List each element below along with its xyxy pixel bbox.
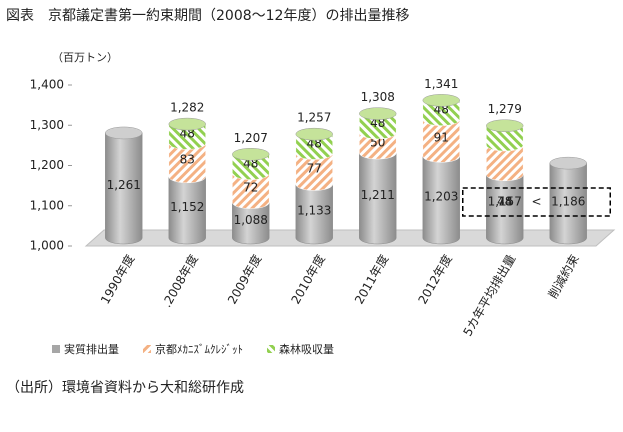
legend-label: 実質排出量 <box>64 342 119 356</box>
legend-swatch <box>267 345 275 353</box>
cylinder-top <box>486 119 524 132</box>
legend-swatch <box>52 345 60 353</box>
bar-segment <box>359 113 397 140</box>
bar-segment <box>486 174 524 245</box>
data-label: 1,133 <box>297 204 331 218</box>
x-tick-label: .2008年度 <box>159 252 201 310</box>
floor <box>84 229 616 247</box>
legend-label: 森林吸収量 <box>279 342 334 356</box>
comparison-sign: < <box>531 195 541 209</box>
data-label: 1,261 <box>107 178 141 192</box>
bar-segment <box>422 156 460 245</box>
bar-segment <box>295 133 333 160</box>
bar-segment <box>168 143 206 184</box>
total-label: 1,282 <box>170 101 204 115</box>
bar-segment <box>486 144 524 182</box>
cylinder-top <box>422 94 460 107</box>
data-label: 1,088 <box>234 213 268 227</box>
bar-segment <box>295 153 333 191</box>
total-label: 1,279 <box>488 102 522 116</box>
cylinder-top <box>168 117 206 131</box>
total-label: 1,308 <box>361 90 395 104</box>
total-label: 1,341 <box>424 77 458 91</box>
bar-segment <box>486 125 524 152</box>
bar-segment <box>232 202 270 245</box>
bar-segment <box>232 173 270 209</box>
cylinder-top <box>232 148 270 161</box>
bar-segment <box>359 152 397 245</box>
legend-label: 京都ﾒｶﾆｽﾞﾑｸﾚｼﾞｯﾄ <box>155 342 243 356</box>
x-tick-label: 2010年度 <box>288 252 328 307</box>
bar-segment <box>168 123 206 150</box>
x-tick-label: 1990年度 <box>97 252 137 307</box>
legend-swatch <box>143 345 151 353</box>
x-tick-label: 5カ年平均排出量 <box>460 252 518 338</box>
y-tick-label: 1,000 <box>30 239 64 253</box>
bar-segment <box>422 119 460 163</box>
y-axis-label: （百万トン） <box>52 51 118 64</box>
comparison-box <box>462 187 611 217</box>
total-label: 1,207 <box>234 131 268 145</box>
y-tick-label: 1,400 <box>30 78 64 92</box>
data-label: 77 <box>307 161 322 175</box>
source-note: （出所）環境省資料から大和総研作成 <box>6 380 244 396</box>
cylinder-top <box>105 126 143 140</box>
bar-segment <box>359 132 397 160</box>
data-label: 1,211 <box>361 188 395 202</box>
chart-title: 図表 京都議定書第一約束期間（2008～12年度）の排出量推移 <box>6 7 409 24</box>
bar-segment <box>105 132 143 245</box>
x-tick-label: 2009年度 <box>224 252 264 307</box>
data-label: 74 <box>497 195 512 209</box>
cylinder-top <box>549 156 587 170</box>
data-label: 83 <box>180 153 195 167</box>
data-label: 1,186 <box>551 195 585 209</box>
y-tick-label: 1,200 <box>30 158 64 172</box>
y-tick-label: 1,100 <box>30 198 64 212</box>
cylinder-top <box>295 127 333 141</box>
data-label: 1,152 <box>170 200 204 214</box>
cylinder-top <box>359 107 397 120</box>
bar-segment <box>232 154 270 180</box>
x-tick-label: 2011年度 <box>351 252 391 307</box>
data-label: 1,203 <box>424 190 458 204</box>
bar-segment <box>422 100 460 126</box>
bar-segment <box>168 176 206 245</box>
y-tick-label: 1,300 <box>30 118 64 132</box>
total-label: 1,257 <box>297 111 331 125</box>
data-label: 48 <box>497 195 512 209</box>
x-tick-label: 2012年度 <box>415 252 455 307</box>
data-label: 1,157 <box>488 195 522 209</box>
x-tick-label: 削減約束 <box>545 252 582 301</box>
data-label: 72 <box>243 181 258 195</box>
bar-segment <box>295 184 333 245</box>
data-label: 91 <box>434 130 449 144</box>
bar-segment <box>549 162 587 245</box>
